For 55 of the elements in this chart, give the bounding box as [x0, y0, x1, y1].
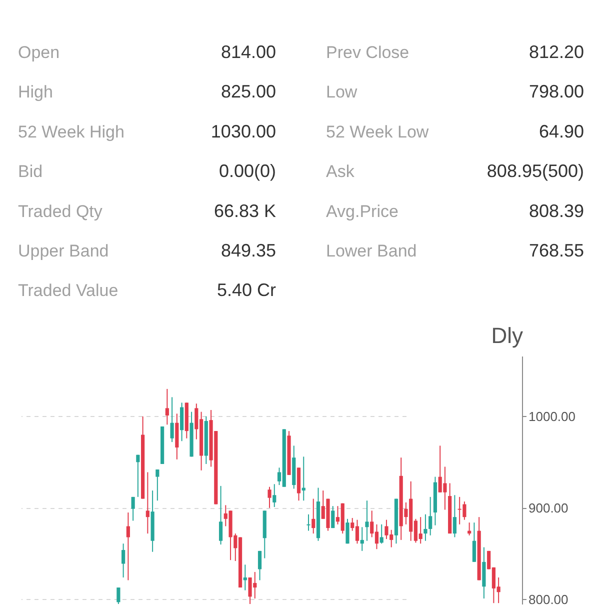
- text: 52 Week High: [18, 122, 124, 142]
- y-tick-label: 1000.00: [528, 408, 576, 424]
- candlestick: [424, 514, 428, 542]
- candlestick: [156, 468, 160, 502]
- text: Prev Close: [326, 43, 410, 62]
- candlestick: [180, 402, 184, 442]
- text: 812.20: [528, 42, 584, 62]
- candlestick: [312, 498, 316, 534]
- candlestick: [131, 496, 135, 522]
- text: 66.83 K: [214, 200, 276, 221]
- text: 808.95(500): [486, 161, 584, 182]
- candlestick: [122, 543, 126, 578]
- text: Dly: [491, 323, 523, 348]
- text: Avg.Price: [326, 202, 398, 221]
- text: 808.39: [528, 200, 584, 221]
- candlestick: [165, 388, 169, 426]
- candlestick: [126, 512, 130, 581]
- text: 768.55: [528, 240, 584, 260]
- text: Open: [18, 43, 60, 62]
- text: Bid: [18, 162, 43, 182]
- candlestick: [452, 494, 457, 538]
- text: Upper Band: [18, 242, 109, 260]
- candlestick: [346, 518, 350, 544]
- text: High: [18, 82, 53, 102]
- candlestick: [331, 506, 335, 529]
- candlestick: [146, 472, 150, 534]
- text: 0.00(0): [218, 161, 276, 182]
- candlestick: [258, 550, 262, 581]
- candlestick: [306, 514, 310, 532]
- text: 798.00: [528, 82, 584, 102]
- candlestick: [272, 484, 276, 508]
- text: 849.35: [220, 240, 276, 260]
- candlestick: [170, 396, 174, 443]
- text: 64.90: [538, 121, 584, 142]
- text: Traded Value: [18, 281, 118, 300]
- candlestick: [380, 524, 384, 544]
- text: Traded Qty: [18, 202, 103, 221]
- text: 1030.00: [210, 121, 276, 142]
- text: Lower Band: [326, 242, 417, 260]
- text: Low: [326, 82, 358, 102]
- text: Ask: [326, 162, 355, 182]
- candlestick: [360, 526, 364, 552]
- text: 52 Week Low: [326, 122, 430, 142]
- candlestick: [365, 500, 369, 542]
- text: 825.00: [220, 82, 276, 102]
- text: 814.00: [220, 42, 276, 62]
- candlestick: [218, 485, 223, 546]
- text: 5.40 Cr: [216, 280, 276, 300]
- candlestick: [472, 522, 476, 562]
- y-tick-label: 900.00: [528, 500, 568, 516]
- y-tick-label: 800.00: [528, 592, 568, 607]
- candlestick: [136, 454, 140, 498]
- candlestick: [428, 496, 432, 536]
- candlestick: [268, 486, 272, 508]
- candlestick: [116, 587, 120, 604]
